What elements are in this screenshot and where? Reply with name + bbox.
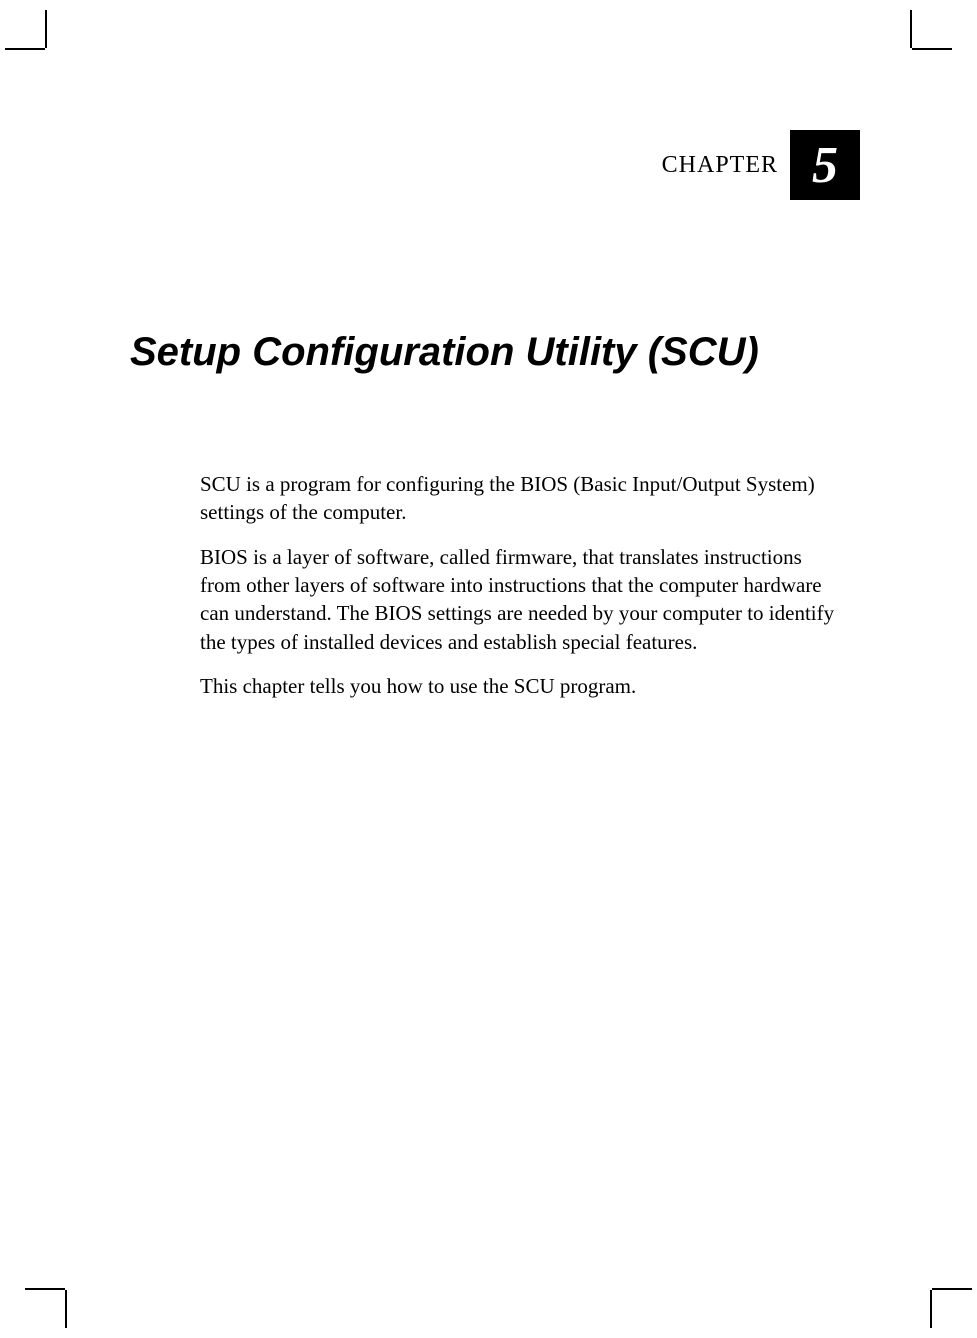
chapter-header: CHAPTER 5 xyxy=(130,130,860,200)
chapter-title: Setup Configuration Utility (SCU) xyxy=(130,330,860,375)
body-text: SCU is a program for configuring the BIO… xyxy=(200,470,840,700)
crop-mark xyxy=(5,48,45,50)
crop-mark xyxy=(910,10,912,48)
chapter-label: CHAPTER xyxy=(662,152,778,179)
chapter-number: 5 xyxy=(812,136,838,195)
crop-mark xyxy=(912,48,952,50)
chapter-number-box: 5 xyxy=(790,130,860,200)
paragraph: SCU is a program for configuring the BIO… xyxy=(200,470,840,527)
crop-mark xyxy=(65,1290,67,1328)
content-area: CHAPTER 5 Setup Configuration Utility (S… xyxy=(130,130,860,716)
crop-mark xyxy=(25,1288,65,1290)
crop-mark xyxy=(932,1288,972,1290)
crop-mark xyxy=(930,1290,932,1328)
paragraph: This chapter tells you how to use the SC… xyxy=(200,672,840,700)
crop-mark xyxy=(45,10,47,48)
paragraph: BIOS is a layer of software, called firm… xyxy=(200,543,840,656)
